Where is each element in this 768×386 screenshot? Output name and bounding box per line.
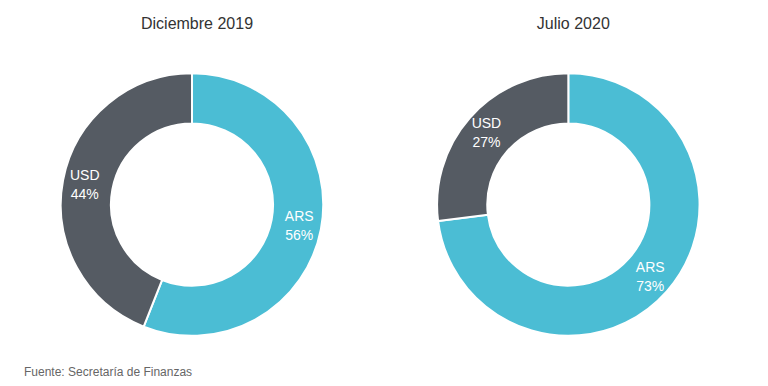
svg-text:ARS: ARS: [285, 208, 314, 224]
svg-text:44%: 44%: [71, 186, 99, 202]
svg-text:73%: 73%: [636, 278, 664, 294]
svg-text:27%: 27%: [472, 134, 500, 150]
svg-text:Fuente: Secretaría de Finanzas: Fuente: Secretaría de Finanzas: [24, 365, 192, 379]
svg-text:Julio 2020: Julio 2020: [537, 15, 610, 32]
svg-text:Diciembre 2019: Diciembre 2019: [141, 15, 253, 32]
svg-text:USD: USD: [472, 115, 502, 131]
svg-text:56%: 56%: [285, 227, 313, 243]
svg-text:ARS: ARS: [636, 259, 665, 275]
svg-text:USD: USD: [70, 167, 100, 183]
